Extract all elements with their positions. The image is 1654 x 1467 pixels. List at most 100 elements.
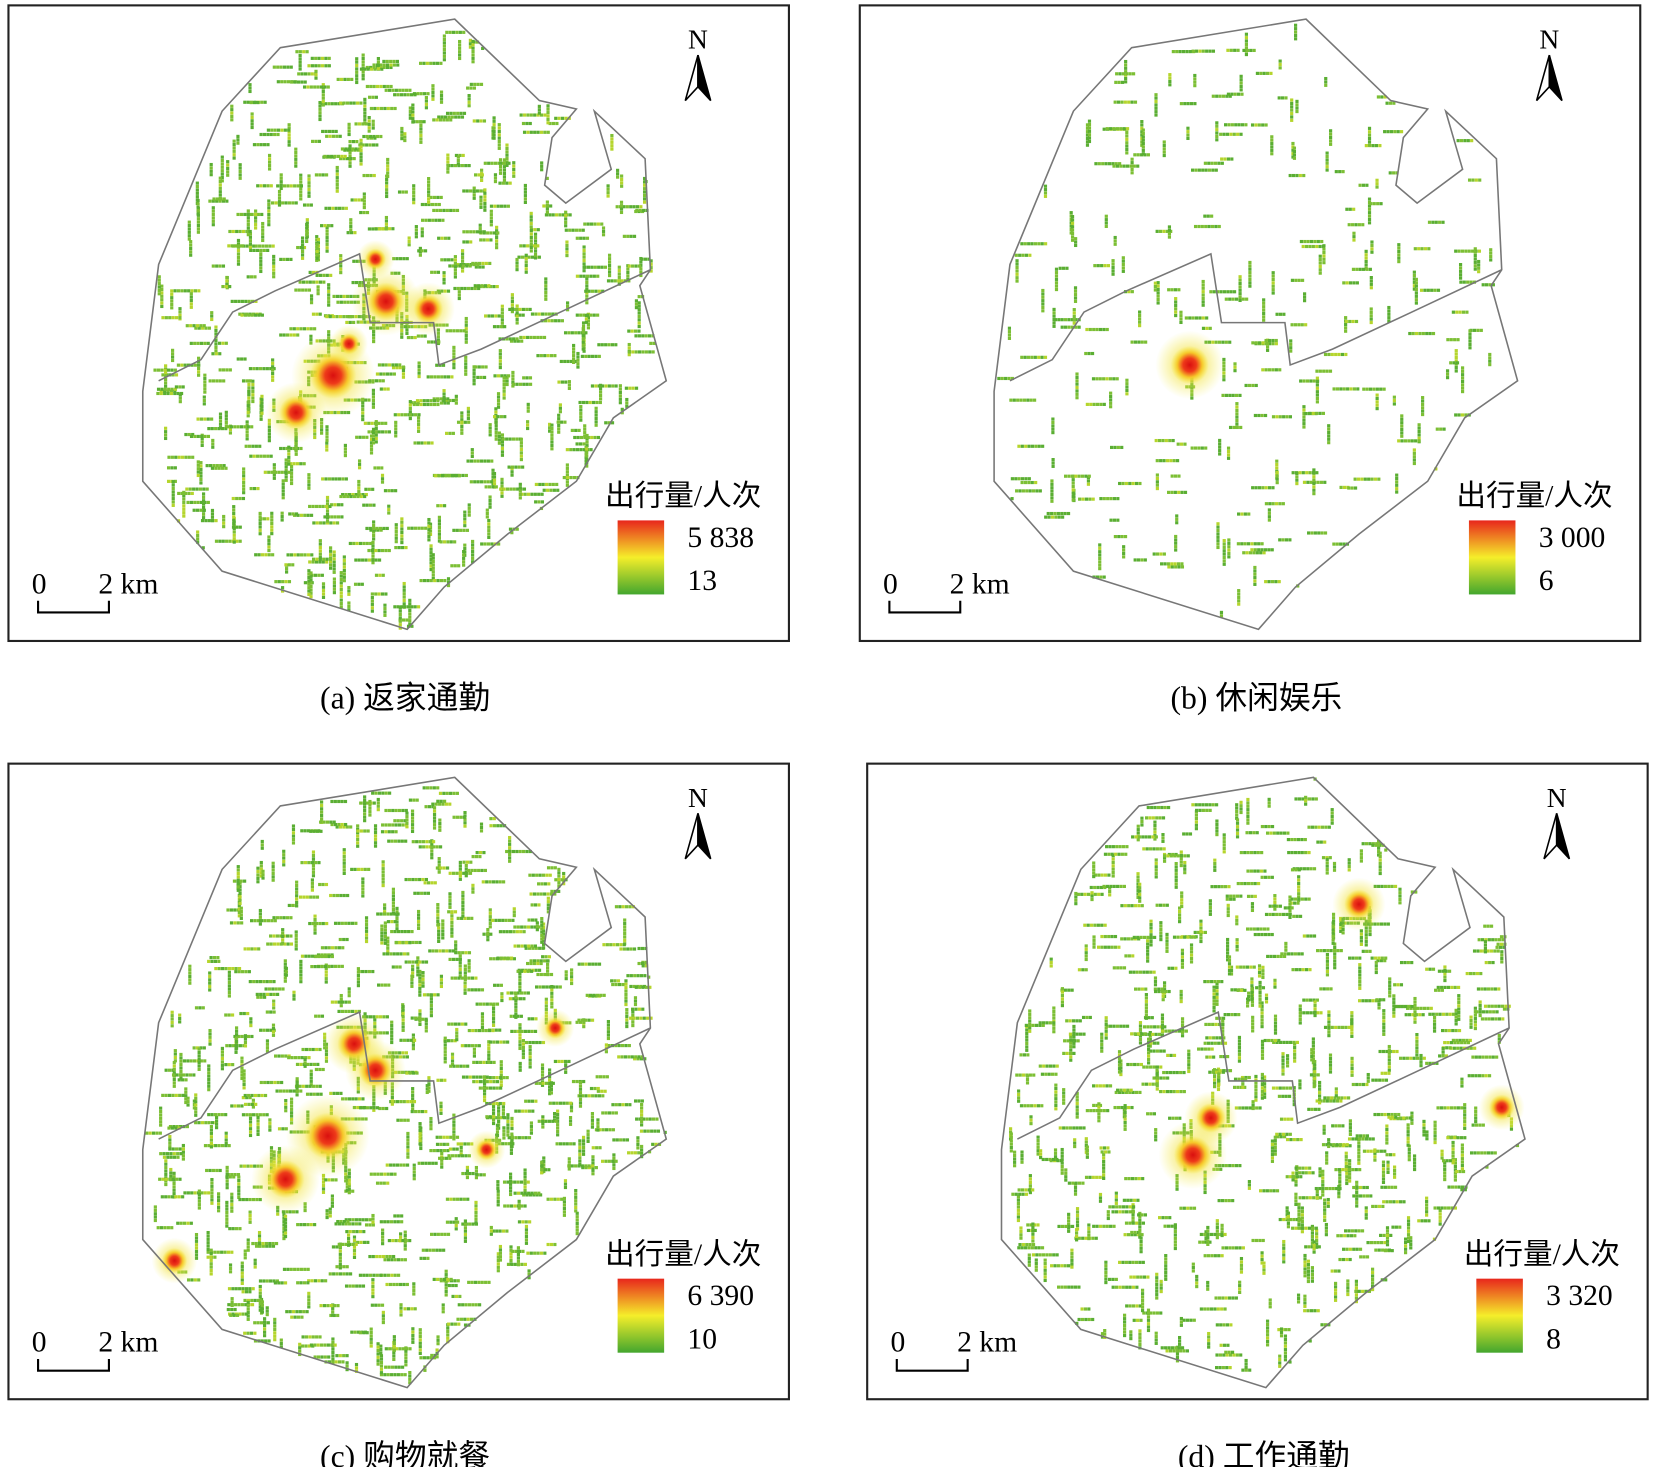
heat-cell <box>210 466 215 470</box>
heat-cell <box>422 61 426 65</box>
heat-cell <box>1370 477 1374 481</box>
heat-cell <box>289 65 293 69</box>
heat-cell <box>536 354 540 358</box>
heat-cell <box>1107 162 1112 166</box>
heat-cell <box>300 246 305 250</box>
heat-cell <box>644 334 648 338</box>
heat-cell <box>619 207 624 211</box>
heat-cell <box>309 571 313 575</box>
heat-cell <box>321 83 325 87</box>
heat-cell <box>379 65 383 70</box>
heat-cell <box>187 455 191 459</box>
heat-cell <box>496 398 501 403</box>
heat-cell <box>1454 366 1458 370</box>
heat-cell <box>259 143 263 147</box>
heat-cell <box>357 1330 361 1334</box>
heat-cell <box>374 440 378 444</box>
heat-cell <box>1312 485 1316 489</box>
heat-cell <box>211 199 215 203</box>
heat-cell <box>200 434 204 439</box>
heat-cell <box>1201 290 1205 294</box>
heat-cell <box>235 525 239 529</box>
heat-cell <box>209 173 213 177</box>
heat-cell <box>1226 290 1230 294</box>
heat-cell <box>259 269 263 274</box>
heat-cell <box>472 230 476 234</box>
heat-cell <box>171 358 175 363</box>
heat-cell <box>267 553 271 557</box>
heat-cell <box>365 526 369 531</box>
heat-cell <box>339 300 343 304</box>
heat-cell <box>460 286 464 291</box>
heat-cell <box>1203 214 1207 218</box>
heat-cell <box>349 231 354 235</box>
heat-cell <box>1292 156 1297 160</box>
heat-cell <box>544 277 548 281</box>
heat-cell <box>508 181 512 185</box>
heat-cell <box>315 273 319 277</box>
heat-cell <box>627 350 632 354</box>
heat-cell <box>1070 218 1075 222</box>
heat-cell <box>510 473 514 477</box>
heat-cell <box>170 289 174 293</box>
heat-cell <box>1454 355 1458 360</box>
heat-cell <box>1120 80 1125 84</box>
heat-cell <box>457 564 461 568</box>
heat-cell <box>1186 133 1190 137</box>
heat-cell <box>576 362 580 366</box>
heat-cell <box>1468 332 1472 336</box>
heat-cell <box>488 261 492 266</box>
heat-cell <box>459 329 463 333</box>
heat-cell <box>379 134 383 139</box>
heat-cell <box>626 270 630 275</box>
heat-cell <box>496 402 501 406</box>
heat-cell <box>203 377 207 381</box>
heat-cell <box>225 279 229 283</box>
heat-cell <box>414 228 418 232</box>
heat-cell <box>196 460 200 464</box>
heat-cell <box>1201 303 1205 307</box>
heat-cell <box>637 295 641 299</box>
heat-cell <box>1037 444 1041 448</box>
heat-cell <box>1311 244 1315 249</box>
heat-cell <box>315 253 319 257</box>
heat-cell <box>348 541 352 546</box>
heat-cell <box>1028 489 1032 493</box>
heat-cell <box>226 163 230 167</box>
heat-cell <box>610 137 614 141</box>
heat-cell <box>1248 274 1252 278</box>
heat-cell <box>1115 72 1119 76</box>
heat-cell <box>210 427 214 431</box>
heat-cell <box>365 541 369 546</box>
heat-cell <box>372 528 376 532</box>
heat-cell <box>224 427 228 431</box>
heat-cell <box>243 425 247 429</box>
heat-cell <box>362 202 366 206</box>
heat-cell <box>492 475 497 479</box>
heat-cell <box>458 30 462 34</box>
heat-cell <box>1239 78 1243 82</box>
heat-cell <box>485 284 489 289</box>
heat-cell <box>1027 480 1031 485</box>
heat-cell <box>333 515 337 519</box>
heat-cell <box>436 375 440 379</box>
heat-cell <box>305 239 309 244</box>
heat-cell <box>1322 261 1326 265</box>
heat-cell <box>339 594 343 598</box>
heat-cell <box>1292 173 1296 178</box>
heat-cell <box>588 400 592 405</box>
heat-cell <box>1308 471 1312 475</box>
heat-cell <box>494 485 498 489</box>
heat-cell <box>502 487 506 491</box>
heat-cell <box>361 414 365 418</box>
heat-cell <box>373 466 377 470</box>
heat-cell <box>298 280 302 284</box>
heat-cell <box>1074 325 1078 329</box>
heat-cell <box>1322 244 1326 248</box>
heat-cell <box>226 160 230 164</box>
hotspot <box>279 395 314 430</box>
heat-cell <box>367 398 371 402</box>
heat-cell <box>1121 266 1125 270</box>
heat-cell <box>1128 481 1132 486</box>
heat-cell <box>280 589 285 593</box>
